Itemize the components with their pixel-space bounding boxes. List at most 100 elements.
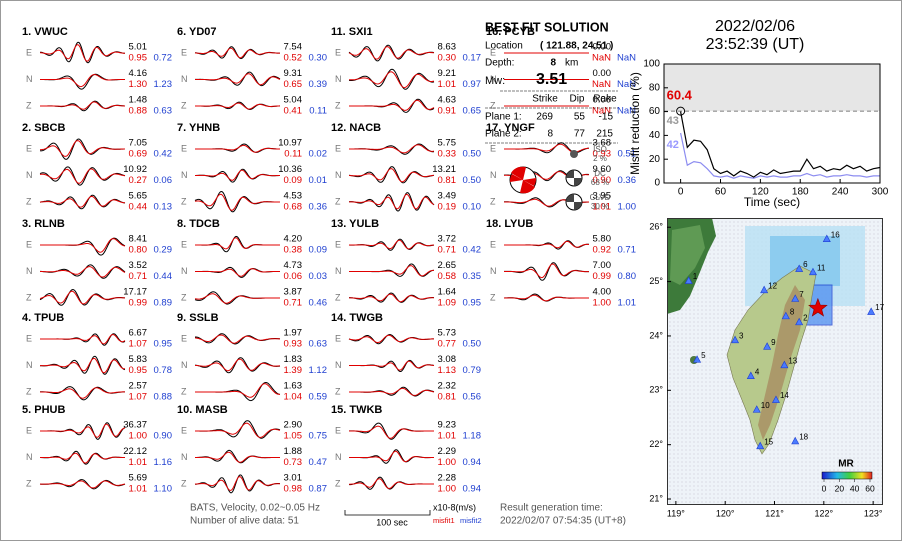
location: ( 121.88, 24.51 ) — [540, 41, 613, 52]
station-marker — [780, 360, 789, 369]
amplitude: 3.49 — [438, 191, 457, 202]
plane-value: 77 — [574, 129, 586, 140]
x-axis-label: Time (sec) — [744, 195, 800, 209]
component-label: E — [26, 143, 32, 153]
synthetic-waveform — [194, 358, 281, 372]
station-id: 12 — [768, 281, 777, 290]
amplitude: 8.63 — [438, 42, 457, 53]
station-marker — [795, 264, 804, 272]
amplitude: 4.53 — [284, 191, 303, 202]
component-label: E — [490, 47, 496, 57]
component-label: Z — [490, 292, 496, 302]
synthetic-waveform — [40, 423, 126, 438]
x-tick-label: 240 — [832, 187, 849, 198]
station-id: 5 — [701, 351, 706, 360]
misfit2: 0.94 — [463, 484, 482, 495]
amplitude: 10.92 — [123, 164, 147, 175]
misfit1: 0.11 — [284, 149, 302, 160]
amplitude: 2.29 — [438, 446, 457, 457]
synthetic-waveform — [349, 168, 434, 183]
synthetic-waveform — [194, 476, 280, 491]
amplitude: 4.16 — [129, 68, 148, 79]
misfit2: 0.09 — [309, 245, 328, 256]
amplitude: 4.00 — [593, 287, 612, 298]
component-icon — [566, 170, 582, 186]
station-marker — [808, 267, 817, 276]
misfit2: 0.80 — [618, 271, 637, 282]
misfit1: 0.09 — [284, 175, 303, 186]
misfit2: 0.90 — [154, 431, 173, 442]
misfit1: 1.07 — [129, 339, 148, 350]
misfit2: 0.17 — [463, 53, 482, 64]
amplitude: 4.73 — [284, 260, 303, 271]
component-label: Z — [335, 292, 341, 302]
station-marker — [867, 307, 876, 315]
misfit1: 0.68 — [284, 202, 303, 213]
amplitude: 9.31 — [284, 68, 303, 79]
unit-label: x10-8(m/s) — [433, 502, 476, 512]
plane-value: 55 — [574, 112, 586, 123]
station-id: 15 — [764, 437, 773, 446]
synthetic-waveform — [40, 238, 126, 253]
misfit1: 0.90 — [593, 175, 612, 186]
component-label: Z — [181, 478, 187, 488]
component-label: Z — [335, 100, 341, 110]
plot-frame — [663, 63, 881, 184]
misfit1: NaN — [592, 106, 611, 117]
amplitude: 2.32 — [438, 381, 457, 392]
misfit2: 0.44 — [154, 271, 173, 282]
component-label: E — [181, 47, 187, 57]
misfit2: 0.47 — [309, 457, 328, 468]
station-marker — [752, 405, 761, 413]
component-label: N — [181, 74, 188, 84]
amplitude: 3.87 — [284, 287, 303, 298]
station-label: 13. YULB — [331, 218, 379, 230]
station-id: 10 — [761, 401, 770, 410]
misfit1: 1.07 — [129, 392, 148, 403]
station-label: 12. NACB — [331, 122, 381, 134]
depth-label: Depth: — [485, 58, 514, 69]
synthetic-waveform — [40, 452, 125, 464]
plane-value: 215 — [596, 129, 613, 140]
footer-source: BATS, Velocity, 0.02~0.05 Hz — [190, 503, 320, 514]
scale-bar — [344, 510, 431, 516]
synthetic-waveform — [349, 425, 434, 439]
amplitude: 8.41 — [129, 234, 148, 245]
misfit2: 0.97 — [463, 79, 482, 90]
synthetic-waveform — [349, 239, 435, 250]
component-label: E — [181, 333, 187, 343]
misfit1: 0.30 — [438, 53, 457, 64]
lat-tick-label: 25° — [649, 276, 663, 286]
station-label: 17. YNGF — [486, 122, 535, 134]
component-value: 68 % — [591, 178, 609, 187]
amplitude: 9.23 — [438, 420, 457, 431]
component-label: E — [181, 425, 187, 435]
amplitude: 5.75 — [438, 138, 457, 149]
station-label: 8. TDCB — [177, 218, 220, 230]
misfit2: 0.10 — [463, 202, 482, 213]
best-marker — [676, 106, 686, 116]
plane-label: Plane 1: — [485, 112, 522, 123]
station-label: 4. TPUB — [22, 312, 64, 324]
component-label: E — [490, 239, 496, 249]
annotation: 42 — [667, 139, 679, 151]
synthetic-waveform — [39, 140, 125, 157]
x-tick-label: 0 — [678, 187, 684, 198]
lat-tick-label: 23° — [649, 385, 663, 395]
misfit1: NaN — [592, 53, 611, 64]
misfit2: 0.59 — [309, 392, 328, 403]
synthetic-waveform — [349, 265, 434, 277]
misfit2: 0.65 — [463, 106, 482, 117]
misfit2: 1.12 — [309, 365, 328, 376]
y-tick-label: 40 — [649, 130, 661, 141]
amplitude: 7.00 — [593, 260, 612, 271]
component-label: N — [335, 170, 342, 180]
misfit2: 1.16 — [154, 457, 173, 468]
misfit2: 0.71 — [618, 245, 637, 256]
synthetic-waveform — [40, 387, 125, 399]
result-time: 2022/02/07 07:54:35 (UT+8) — [500, 516, 626, 527]
amplitude: 0.00 — [593, 95, 612, 106]
amplitude: 5.83 — [129, 354, 148, 365]
lon-tick-label: 119° — [667, 508, 685, 518]
